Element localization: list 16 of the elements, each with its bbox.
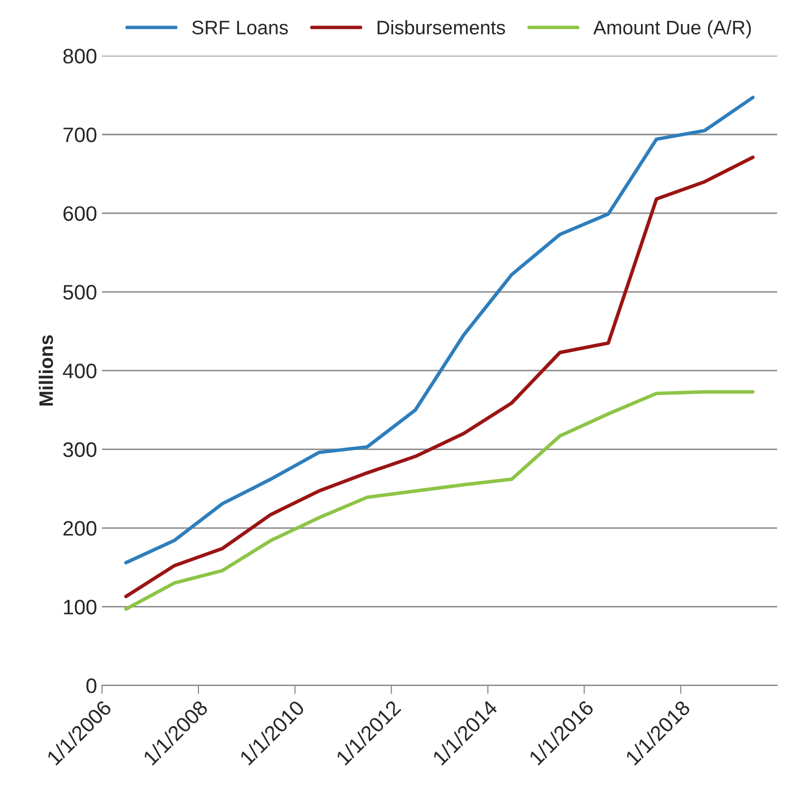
legend-label: Amount Due (A/R)	[593, 20, 751, 38]
y-tick-label: 500	[63, 284, 96, 300]
y-tick-label: 100	[64, 600, 96, 614]
y-tick-label: 400	[62, 364, 96, 378]
y-axis-title: Millions	[38, 335, 54, 406]
legend-label: Disbursements	[378, 20, 506, 34]
line-series	[124, 390, 755, 611]
y-tick-label: 700	[64, 127, 96, 142]
y-tick-label: 0	[86, 678, 96, 694]
y-tick-label: 800	[63, 48, 96, 64]
legend-label: SRF Loans	[192, 20, 288, 34]
line-series	[124, 156, 755, 598]
y-tick-label: 200	[63, 521, 96, 536]
line-series	[124, 96, 755, 564]
y-tick-label: 600	[63, 206, 96, 221]
y-tick-label: 300	[63, 442, 96, 458]
